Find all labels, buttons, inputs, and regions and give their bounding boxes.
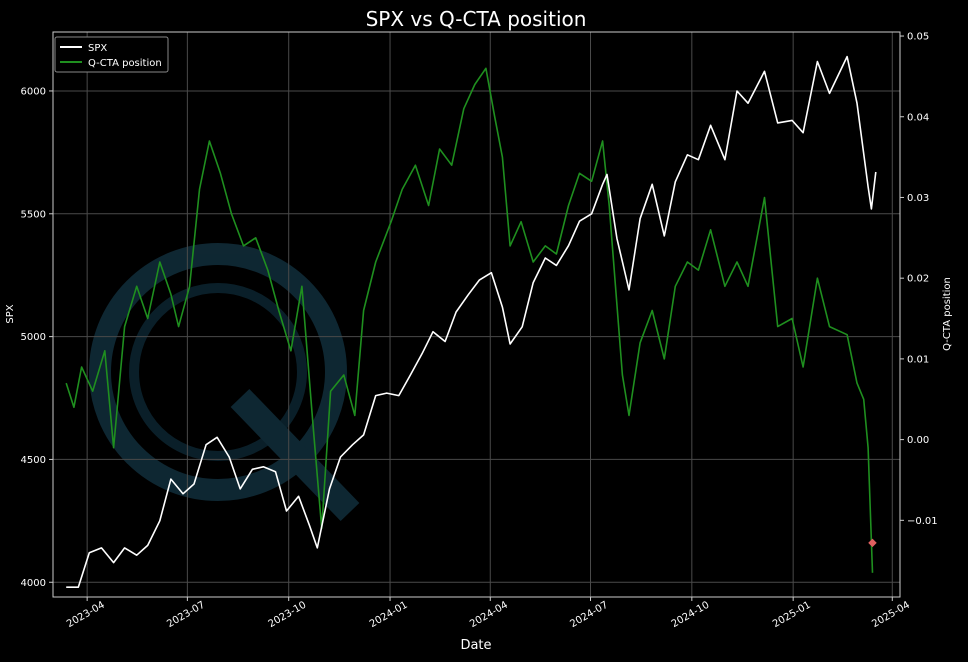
chart-title: SPX vs Q-CTA position [366, 7, 587, 31]
y-right-tick-label: 0.05 [907, 32, 929, 43]
y-axis-right-label: Q-CTA position [942, 277, 953, 351]
y-right-tick-label: 0.02 [907, 274, 929, 285]
plot-frame [52, 31, 901, 598]
grid [53, 32, 900, 597]
y-axis-left-ticks: 4000 4500 5000 5500 6000 [21, 86, 53, 589]
y-axis-left-label: SPX [5, 304, 16, 323]
y-left-tick-label: 5000 [21, 332, 46, 343]
legend-box [54, 36, 169, 73]
y-left-tick-label: 5500 [21, 209, 46, 220]
y-left-tick-label: 4000 [21, 578, 46, 589]
legend-label-qcta: Q-CTA position [88, 58, 162, 69]
y-left-tick-label: 4500 [21, 455, 46, 466]
y-right-tick-label: −0.01 [907, 516, 938, 527]
series-layer [65, 55, 877, 588]
y-right-tick-label: 0.00 [907, 435, 929, 446]
watermark-logo [89, 243, 360, 522]
highlight-marker [868, 538, 877, 548]
y-right-tick-label: 0.03 [907, 193, 929, 204]
y-axis-right-ticks: −0.01 0.00 0.01 0.02 0.03 0.04 0.05 [900, 32, 938, 527]
y-left-tick-label: 6000 [21, 86, 46, 97]
marker-layer [868, 538, 877, 548]
legend-label-spx: SPX [88, 43, 107, 54]
legend: SPX Q-CTA position [54, 36, 169, 73]
series-line-spx [66, 55, 877, 588]
y-right-tick-label: 0.01 [907, 354, 929, 365]
series-line-q-cta-position [65, 67, 874, 573]
y-right-tick-label: 0.04 [907, 112, 929, 123]
x-axis-label: Date [460, 638, 491, 653]
